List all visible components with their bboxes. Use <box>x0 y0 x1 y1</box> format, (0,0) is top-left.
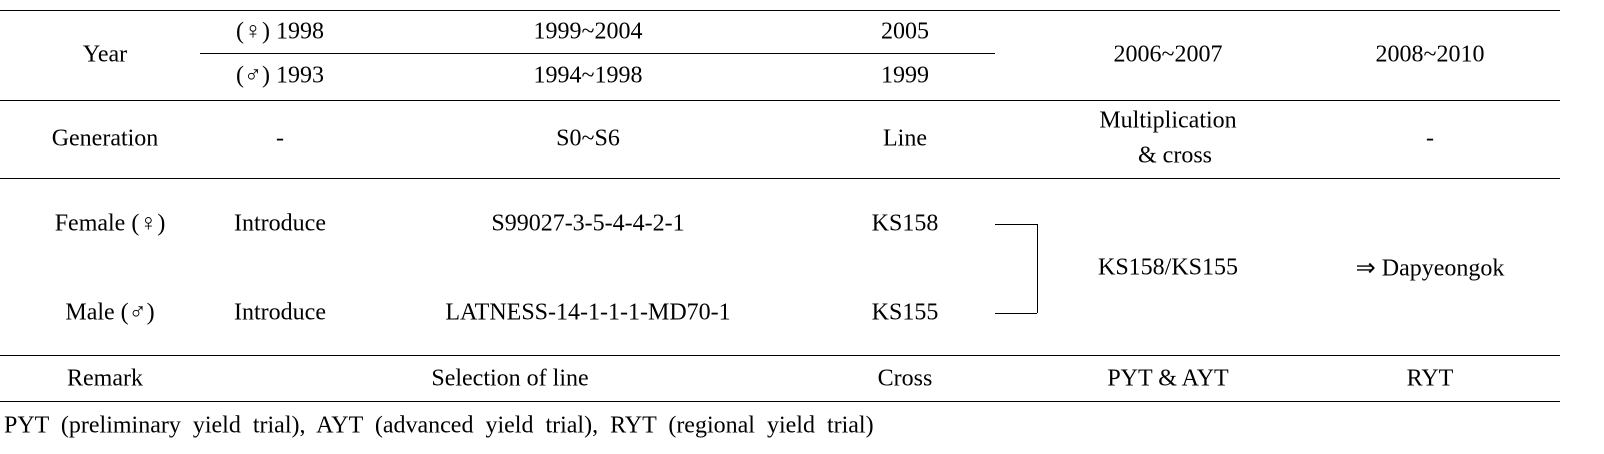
cell: RYT <box>1406 365 1454 392</box>
cell: Multiplication <box>1099 107 1237 134</box>
bracket <box>1037 224 1038 313</box>
row-label: Year <box>82 41 128 68</box>
cell: KS158 <box>871 210 939 237</box>
cell: Selection of line <box>431 365 589 392</box>
row-label: Remark <box>67 365 143 392</box>
cell: Line <box>883 125 927 152</box>
rule <box>200 53 995 54</box>
cell: Introduce <box>234 210 326 237</box>
cell: - <box>1426 125 1434 152</box>
cell: 1994~1998 <box>533 62 643 89</box>
cell: 1999~2004 <box>533 18 643 45</box>
bracket <box>995 224 1037 225</box>
cell: 2006~2007 <box>1113 41 1223 68</box>
cell: Cross <box>877 365 933 392</box>
rule <box>0 401 1560 402</box>
bracket <box>995 313 1037 314</box>
rule <box>0 100 1560 101</box>
cell: (♀) 1998 <box>236 18 324 45</box>
cell: PYT & AYT <box>1107 365 1229 392</box>
rule <box>0 178 1560 179</box>
footnote: PYT (preliminary yield trial), AYT (adva… <box>4 412 874 439</box>
cell: & cross <box>1138 142 1212 169</box>
cell: Introduce <box>234 299 326 326</box>
cell: S0~S6 <box>556 125 620 152</box>
cell: 1999 <box>881 62 929 89</box>
cell: ⇒ Dapyeongok <box>1355 255 1505 282</box>
row-label: Female (♀) <box>54 210 166 237</box>
row-label: Male (♂) <box>65 299 155 326</box>
cell: (♂) 1993 <box>236 62 324 89</box>
cell: S99027-3-5-4-4-2-1 <box>491 210 685 237</box>
rule <box>0 355 1560 356</box>
cell: KS155 <box>871 299 939 326</box>
cell: 2008~2010 <box>1375 41 1485 68</box>
cell: - <box>276 125 284 152</box>
cell: LATNESS-14-1-1-1-MD70-1 <box>445 299 731 326</box>
row-label: Generation <box>51 125 159 152</box>
rule <box>0 10 1560 11</box>
cell: KS158/KS155 <box>1097 254 1239 281</box>
cell: 2005 <box>881 18 929 45</box>
